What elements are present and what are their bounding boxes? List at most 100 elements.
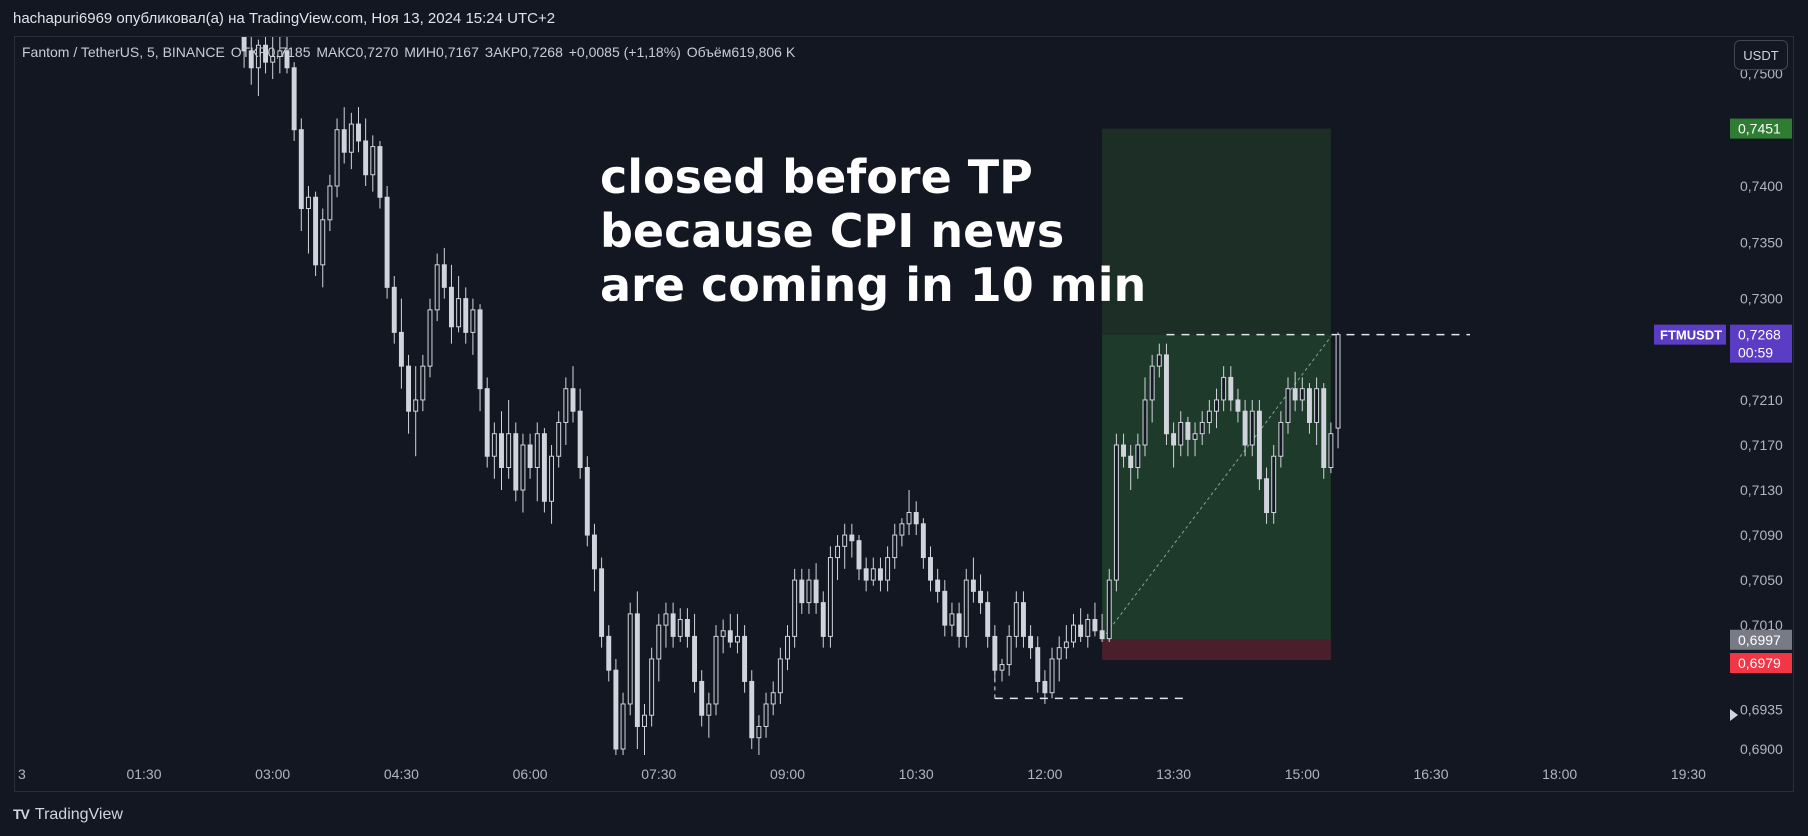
- brand-text: TradingView: [34, 806, 123, 823]
- chart-pane[interactable]: [14, 36, 1794, 792]
- candle-body: [1192, 433, 1198, 440]
- candle: [835, 535, 841, 581]
- candle-body: [1256, 410, 1262, 480]
- candle-body: [270, 56, 276, 63]
- candle-body: [1035, 647, 1041, 682]
- candle: [684, 608, 690, 648]
- candle: [956, 602, 962, 648]
- candle-body: [470, 309, 476, 333]
- candle: [549, 444, 555, 524]
- candle-body: [656, 624, 662, 660]
- candle: [348, 112, 354, 170]
- candle: [384, 186, 390, 299]
- candle-body: [849, 534, 855, 542]
- candle: [1128, 444, 1134, 491]
- candle: [477, 304, 483, 412]
- candle: [513, 422, 519, 502]
- candle-body: [842, 534, 848, 547]
- candle-body: [305, 196, 311, 210]
- entry-tag-bg: [1730, 629, 1792, 650]
- legend-symbol[interactable]: Fantom / TetherUS, 5, BINANCE: [22, 44, 225, 60]
- candle-body: [706, 703, 712, 716]
- candle-body: [613, 669, 619, 750]
- candle-body: [384, 196, 390, 288]
- candle-body: [970, 579, 976, 592]
- stop-zone: [1102, 639, 1331, 661]
- brand[interactable]: TV TradingView: [13, 806, 123, 824]
- legend-close: ЗАКР0,7268: [484, 44, 563, 60]
- candle: [1035, 636, 1041, 693]
- candle: [313, 191, 319, 277]
- candle: [1249, 399, 1255, 457]
- candle-body: [877, 568, 883, 581]
- take-profit-tag-bg: [1730, 118, 1792, 139]
- candle: [970, 557, 976, 603]
- candle-body: [291, 67, 297, 131]
- time-tick-label: 18:00: [1542, 766, 1577, 782]
- candle: [506, 399, 512, 479]
- candle: [1292, 371, 1298, 412]
- candle-body: [906, 512, 912, 525]
- annotation-text[interactable]: closed before TP because CPI news are co…: [600, 150, 1146, 312]
- candle-body: [599, 568, 605, 637]
- price-tick-label: 0,7170: [1740, 437, 1783, 453]
- candle: [470, 298, 476, 355]
- currency-button[interactable]: USDT: [1734, 40, 1788, 70]
- candle: [1028, 625, 1034, 659]
- candle-body: [334, 129, 340, 187]
- candle-body: [963, 579, 969, 637]
- candle-body: [477, 309, 483, 390]
- candle: [1078, 608, 1084, 643]
- candle: [1285, 377, 1291, 434]
- candle: [670, 602, 676, 648]
- candle-body: [413, 399, 419, 412]
- candle-body: [1063, 641, 1069, 649]
- candle-body: [513, 433, 519, 491]
- time-tick-label: 15:00: [1285, 766, 1320, 782]
- candle: [527, 433, 533, 479]
- candle-body: [749, 680, 755, 739]
- candle-body: [649, 658, 655, 716]
- candle: [1020, 591, 1026, 648]
- candle-body: [1335, 334, 1341, 429]
- candle: [1092, 602, 1098, 637]
- candle: [928, 546, 933, 592]
- candle-body: [406, 365, 412, 412]
- candle-body: [1306, 388, 1312, 423]
- candle: [1071, 613, 1076, 648]
- candle-body: [491, 433, 497, 457]
- candle-body: [441, 264, 447, 288]
- candle-body: [1235, 399, 1241, 412]
- candle: [1271, 444, 1277, 524]
- candle-body: [398, 331, 404, 367]
- candle: [1113, 433, 1119, 592]
- candle: [720, 619, 726, 654]
- candle-body: [499, 433, 504, 468]
- candle: [391, 276, 397, 344]
- candle-body: [1178, 421, 1184, 446]
- annotation-line-2: because CPI news: [600, 204, 1065, 258]
- candle: [613, 658, 619, 755]
- candle-body: [570, 388, 576, 412]
- candle-body: [284, 50, 290, 69]
- candle: [1299, 377, 1305, 412]
- candle-body: [835, 545, 841, 559]
- candle-body: [1221, 376, 1227, 401]
- candle: [649, 647, 655, 727]
- candle-body: [1099, 630, 1105, 640]
- candle: [1006, 625, 1012, 676]
- candle-body: [1185, 421, 1191, 440]
- candle-body: [577, 410, 583, 469]
- candle: [1314, 377, 1320, 445]
- candle-body: [377, 146, 383, 198]
- candle-body: [1292, 388, 1298, 401]
- footer-bar: [0, 792, 1808, 836]
- time-tick-label: 09:00: [770, 766, 805, 782]
- candle: [1056, 636, 1062, 682]
- candle-body: [341, 129, 347, 153]
- candle-body: [320, 219, 326, 266]
- candle: [877, 557, 883, 592]
- candle-body: [942, 590, 948, 626]
- candle: [327, 174, 333, 232]
